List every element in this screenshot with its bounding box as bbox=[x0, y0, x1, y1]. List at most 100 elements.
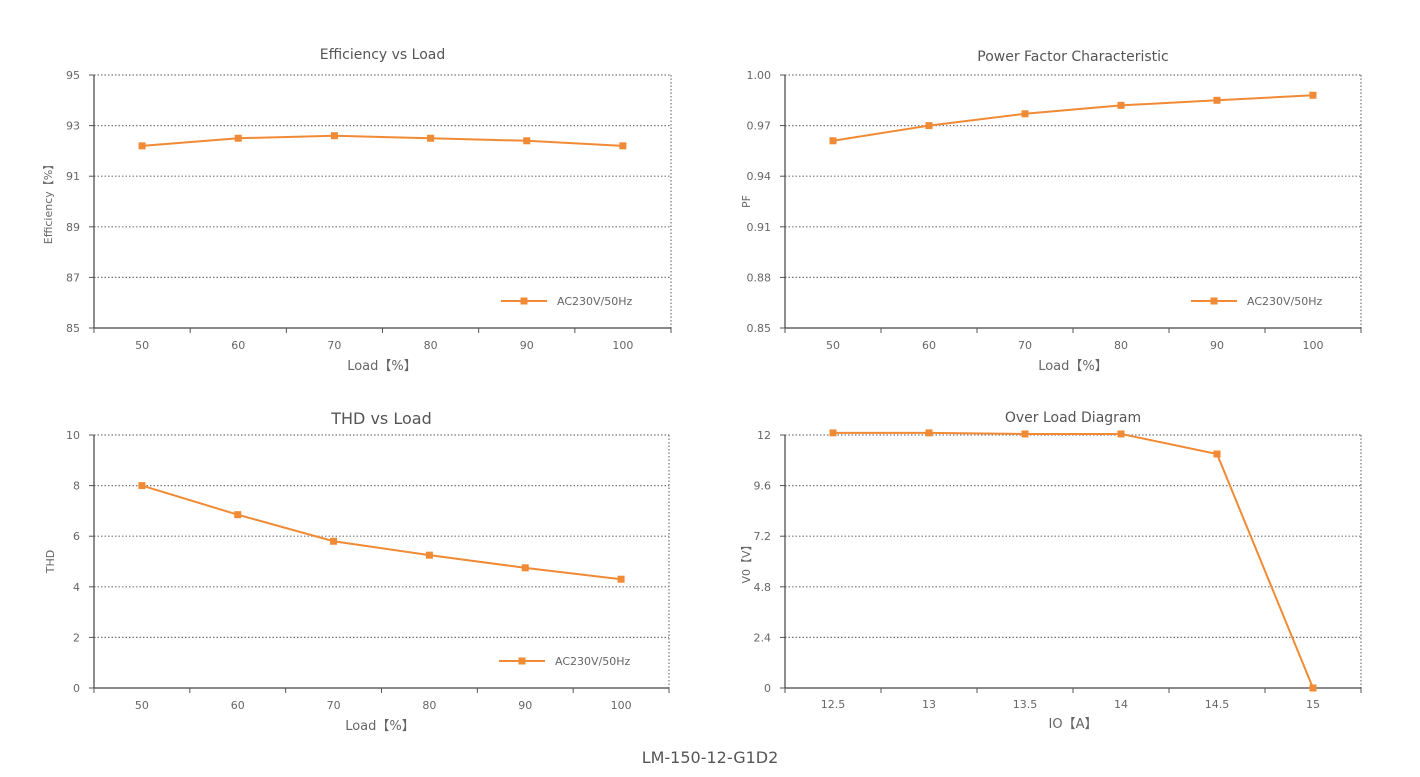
model-name: LM-150-12-G1D2 bbox=[641, 748, 779, 767]
y-tick-label: 6 bbox=[73, 530, 80, 543]
chart-title: THD vs Load bbox=[330, 409, 431, 428]
x-tick-label: 70 bbox=[327, 339, 341, 352]
x-tick-label: 60 bbox=[231, 699, 245, 712]
x-axis-label: Load【%】 bbox=[345, 719, 415, 734]
data-point bbox=[523, 137, 531, 145]
y-tick-label: 93 bbox=[66, 120, 80, 133]
y-tick-label: 1.00 bbox=[747, 69, 772, 82]
series-line bbox=[833, 431, 1314, 689]
chart-title: Power Factor Characteristic bbox=[977, 49, 1168, 65]
data-point bbox=[1117, 430, 1125, 438]
x-tick-label: 50 bbox=[135, 339, 149, 352]
data-point bbox=[829, 137, 837, 145]
x-tick-label: 90 bbox=[520, 339, 534, 352]
legend-label: AC230V/50Hz bbox=[555, 655, 631, 668]
y-axis-label: Efficiency【%】 bbox=[42, 159, 55, 244]
y-axis-label: PF bbox=[740, 195, 753, 208]
legend-label: AC230V/50Hz bbox=[557, 295, 633, 308]
data-point bbox=[425, 551, 433, 559]
chart-3: THD vs Load 0 2 4 6 8 10 50 60 70 80 90 100 Load【%】 TH… bbox=[44, 409, 670, 734]
y-tick-label: 0.97 bbox=[747, 120, 772, 133]
legend-label: AC230V/50Hz bbox=[1247, 295, 1323, 308]
data-point bbox=[1309, 91, 1317, 99]
legend-marker bbox=[520, 297, 528, 305]
data-point bbox=[1213, 450, 1221, 458]
x-tick-label: 15 bbox=[1306, 698, 1320, 711]
data-point bbox=[617, 575, 625, 583]
y-tick-label: 95 bbox=[66, 69, 80, 82]
y-tick-label: 0 bbox=[73, 682, 80, 695]
y-tick-label: 0.85 bbox=[747, 322, 772, 335]
x-tick-label: 50 bbox=[826, 339, 840, 352]
data-point bbox=[1021, 110, 1029, 118]
x-tick-label: 70 bbox=[1018, 339, 1032, 352]
y-tick-label: 91 bbox=[66, 170, 80, 183]
y-tick-label: 2.4 bbox=[754, 631, 772, 644]
x-tick-label: 13 bbox=[922, 698, 936, 711]
data-point bbox=[1213, 96, 1221, 104]
legend-marker bbox=[1210, 297, 1218, 305]
x-tick-label: 80 bbox=[422, 699, 436, 712]
series-line bbox=[142, 134, 623, 147]
chart-title: Efficiency vs Load bbox=[320, 47, 446, 63]
chart-4: Over Load Diagram 0 2.4 4.8 7.2 9.6 12 12.5 13 13… bbox=[740, 410, 1362, 732]
y-tick-label: 87 bbox=[66, 271, 80, 284]
x-tick-label: 80 bbox=[1114, 339, 1128, 352]
y-axis-label: THD bbox=[44, 550, 57, 574]
y-axis-label: V0【V】 bbox=[740, 539, 753, 583]
data-point bbox=[521, 564, 529, 572]
data-point bbox=[925, 429, 933, 437]
data-point bbox=[330, 132, 338, 140]
x-tick-label: 12.5 bbox=[821, 698, 846, 711]
x-tick-label: 60 bbox=[231, 339, 245, 352]
chart-1: Efficiency vs Load 85 87 89 91 93 95 50 60 70 80 90… bbox=[42, 47, 672, 374]
data-point bbox=[330, 537, 338, 545]
x-tick-label: 80 bbox=[424, 339, 438, 352]
data-point bbox=[925, 122, 933, 130]
data-point bbox=[138, 482, 146, 490]
x-tick-label: 70 bbox=[327, 699, 341, 712]
series-line bbox=[832, 94, 1314, 142]
x-axis-label: IO【A】 bbox=[1049, 717, 1098, 732]
data-point bbox=[829, 429, 837, 437]
legend-marker bbox=[518, 657, 526, 665]
data-point bbox=[138, 142, 146, 150]
x-tick-label: 60 bbox=[922, 339, 936, 352]
x-axis-label: Load【%】 bbox=[347, 359, 417, 374]
x-tick-label: 100 bbox=[1303, 339, 1324, 352]
data-point bbox=[234, 511, 242, 519]
series-line bbox=[141, 484, 622, 581]
x-axis-label: Load【%】 bbox=[1038, 359, 1108, 374]
chart-title: Over Load Diagram bbox=[1005, 410, 1141, 426]
chart-2: Power Factor Characteristic 0.85 0.88 0.91 0… bbox=[740, 49, 1362, 374]
x-tick-label: 13.5 bbox=[1013, 698, 1038, 711]
y-tick-label: 0.94 bbox=[747, 170, 772, 183]
x-tick-label: 50 bbox=[135, 699, 149, 712]
data-point bbox=[619, 142, 627, 150]
y-tick-label: 0.88 bbox=[747, 271, 772, 284]
x-tick-label: 100 bbox=[611, 699, 632, 712]
y-tick-label: 2 bbox=[73, 631, 80, 644]
y-tick-label: 4.8 bbox=[754, 581, 772, 594]
y-tick-label: 4 bbox=[73, 581, 80, 594]
y-tick-label: 8 bbox=[73, 480, 80, 493]
y-tick-label: 9.6 bbox=[754, 480, 772, 493]
y-tick-label: 85 bbox=[66, 322, 80, 335]
y-tick-label: 10 bbox=[66, 429, 80, 442]
y-tick-label: 89 bbox=[66, 221, 80, 234]
y-tick-label: 0.91 bbox=[747, 221, 772, 234]
x-tick-label: 100 bbox=[612, 339, 633, 352]
x-tick-label: 90 bbox=[1210, 339, 1224, 352]
data-point bbox=[1021, 430, 1029, 438]
x-tick-label: 90 bbox=[518, 699, 532, 712]
data-point bbox=[234, 134, 242, 142]
y-tick-label: 12 bbox=[757, 429, 771, 442]
x-tick-label: 14.5 bbox=[1205, 698, 1230, 711]
x-tick-label: 14 bbox=[1114, 698, 1128, 711]
data-point bbox=[1309, 684, 1317, 692]
y-tick-label: 0 bbox=[764, 682, 771, 695]
data-point bbox=[1117, 101, 1125, 109]
data-point bbox=[427, 134, 435, 142]
y-tick-label: 7.2 bbox=[754, 530, 772, 543]
